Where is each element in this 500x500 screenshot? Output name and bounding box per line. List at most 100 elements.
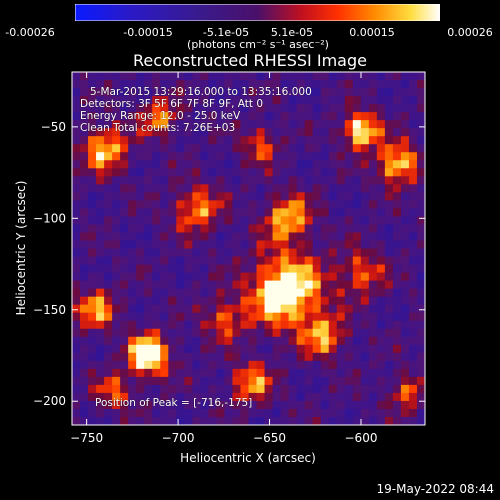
heatmap-cell bbox=[160, 72, 169, 81]
heatmap-cell bbox=[144, 352, 153, 362]
heatmap-cell bbox=[168, 184, 177, 193]
heatmap-cell bbox=[160, 216, 169, 225]
heatmap-cell bbox=[96, 376, 105, 386]
heatmap-cell bbox=[344, 208, 354, 217]
heatmap-cell bbox=[104, 128, 113, 137]
heatmap-cell bbox=[288, 248, 298, 258]
heatmap-cell bbox=[416, 96, 426, 105]
heatmap-cell bbox=[376, 360, 386, 370]
heatmap-cell bbox=[328, 216, 338, 225]
heatmap-cell bbox=[288, 360, 298, 370]
heatmap-cell bbox=[240, 120, 249, 129]
heatmap-cell bbox=[216, 272, 225, 282]
heatmap-cell bbox=[144, 400, 153, 410]
heatmap-cell bbox=[184, 224, 193, 233]
heatmap-cell bbox=[368, 248, 378, 258]
heatmap-cell bbox=[176, 304, 185, 314]
heatmap-cell bbox=[296, 256, 306, 266]
heatmap-cell bbox=[376, 408, 386, 418]
heatmap-cell bbox=[200, 104, 209, 113]
heatmap-cell bbox=[216, 80, 225, 89]
heatmap-cell bbox=[160, 400, 169, 410]
heatmap-cell bbox=[144, 288, 153, 298]
heatmap-cell bbox=[288, 136, 298, 145]
heatmap-cell bbox=[80, 360, 89, 370]
heatmap-cell bbox=[144, 256, 153, 266]
heatmap-cell bbox=[376, 104, 386, 113]
heatmap-cell bbox=[336, 288, 346, 298]
heatmap-cell bbox=[408, 112, 418, 121]
heatmap-cell bbox=[336, 376, 346, 386]
heatmap-cell bbox=[256, 176, 266, 185]
heatmap-cell bbox=[216, 408, 225, 418]
heatmap-cell bbox=[320, 328, 330, 338]
heatmap-cell bbox=[160, 320, 169, 330]
heatmap-cell bbox=[152, 112, 161, 121]
heatmap-cell bbox=[112, 392, 121, 402]
heatmap-cell bbox=[344, 136, 354, 145]
heatmap-cell bbox=[104, 168, 113, 177]
heatmap-cell bbox=[216, 384, 225, 394]
heatmap-cell bbox=[272, 240, 282, 249]
heatmap-cell bbox=[184, 136, 193, 145]
heatmap-cell bbox=[240, 192, 249, 201]
heatmap-cell bbox=[360, 272, 370, 282]
heatmap-cell bbox=[120, 208, 129, 217]
heatmap-cell bbox=[416, 160, 426, 169]
heatmap-cell bbox=[384, 304, 394, 314]
heatmap-cell bbox=[408, 272, 418, 282]
heatmap-cell bbox=[312, 168, 322, 177]
heatmap-cell bbox=[416, 296, 426, 306]
heatmap-cell bbox=[200, 328, 209, 338]
heatmap-cell bbox=[304, 112, 314, 121]
heatmap-cell bbox=[80, 288, 89, 298]
heatmap-cell bbox=[288, 256, 298, 266]
heatmap-cell bbox=[336, 152, 346, 161]
heatmap-cell bbox=[80, 320, 89, 330]
heatmap-cell bbox=[216, 136, 225, 145]
heatmap-cell bbox=[192, 344, 201, 354]
heatmap-cell bbox=[120, 408, 129, 418]
heatmap-cell bbox=[320, 384, 330, 394]
heatmap-cell bbox=[200, 272, 209, 282]
heatmap-cell bbox=[360, 96, 370, 105]
heatmap-cell bbox=[272, 120, 282, 129]
heatmap-cell bbox=[336, 224, 346, 233]
heatmap-cell bbox=[224, 304, 233, 314]
heatmap-cell bbox=[72, 152, 81, 161]
heatmap-cell bbox=[96, 232, 105, 241]
heatmap-cell bbox=[408, 304, 418, 314]
heatmap-cell bbox=[224, 184, 233, 193]
heatmap-cell bbox=[112, 232, 121, 241]
heatmap-cell bbox=[152, 296, 161, 306]
heatmap-cell bbox=[168, 200, 177, 209]
heatmap-cell bbox=[232, 272, 241, 282]
heatmap-cell bbox=[144, 296, 153, 306]
heatmap-cell bbox=[192, 416, 201, 426]
heatmap-cell bbox=[184, 120, 193, 129]
heatmap-cell bbox=[128, 232, 137, 241]
heatmap-cell bbox=[368, 400, 378, 410]
heatmap-cell bbox=[416, 104, 426, 113]
heatmap-cell bbox=[368, 184, 378, 193]
heatmap-cell bbox=[384, 384, 394, 394]
heatmap-cell bbox=[280, 224, 290, 233]
heatmap-cell bbox=[352, 104, 362, 113]
heatmap-cell bbox=[184, 272, 193, 282]
heatmap-cell bbox=[96, 104, 105, 113]
heatmap-cell bbox=[256, 160, 266, 169]
heatmap-cell bbox=[384, 80, 394, 89]
heatmap-cell bbox=[208, 272, 217, 282]
heatmap-cell bbox=[320, 320, 330, 330]
heatmap-cell bbox=[104, 136, 113, 145]
heatmap-cell bbox=[208, 80, 217, 89]
heatmap-cell bbox=[304, 272, 314, 282]
time-range-annotation: 5-Mar-2015 13:29:16.000 to 13:35:16.000 bbox=[90, 86, 312, 98]
heatmap-cell bbox=[168, 288, 177, 298]
heatmap-cell bbox=[336, 408, 346, 418]
heatmap-cell bbox=[416, 144, 426, 153]
heatmap-cell bbox=[400, 160, 410, 169]
heatmap-cell bbox=[112, 344, 121, 354]
heatmap-cell bbox=[336, 120, 346, 129]
heatmap-cell bbox=[328, 96, 338, 105]
